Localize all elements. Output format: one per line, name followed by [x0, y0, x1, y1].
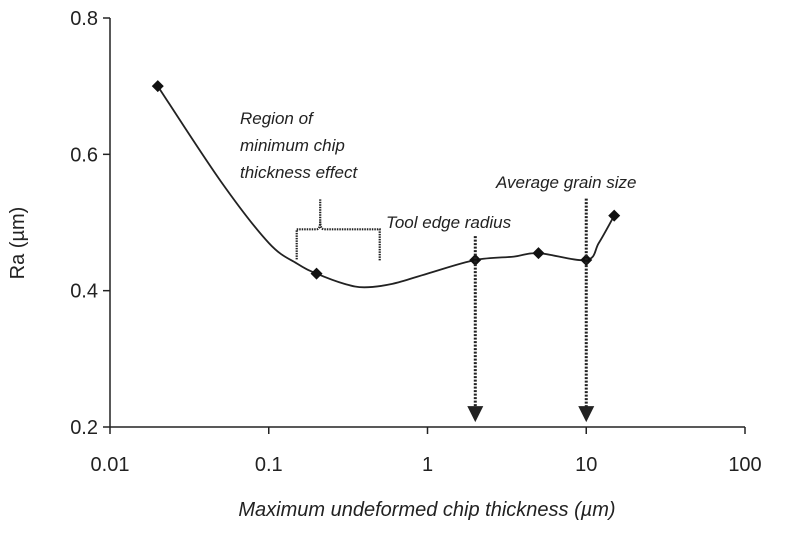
x-tick-label: 0.01 [91, 454, 130, 476]
y-tick-label: 0.2 [70, 417, 98, 439]
data-point-marker [532, 247, 545, 260]
tool-edge-label: Tool edge radius [386, 213, 512, 232]
data-point-markers [151, 80, 621, 280]
x-axis-ticks: 0.01 0.1 1 10 100 [91, 427, 762, 476]
ra-curve-line [157, 85, 615, 289]
region-label-line-1: Region of [240, 109, 315, 128]
grain-size-label: Average grain size [495, 173, 637, 192]
y-axis-ticks: 0.2 0.4 0.6 0.8 [70, 8, 110, 439]
x-tick-label: 0.1 [255, 454, 283, 476]
y-tick-label: 0.6 [70, 144, 98, 166]
tool-edge-arrow-head [467, 406, 484, 423]
data-point-marker [469, 253, 482, 266]
data-point-marker [608, 209, 621, 222]
data-point-marker [151, 80, 164, 93]
y-tick-label: 0.4 [70, 281, 98, 303]
y-axis-title: Ra (µm) [7, 207, 29, 280]
y-tick-label: 0.8 [70, 8, 98, 30]
region-bracket [295, 199, 381, 262]
x-tick-label: 10 [575, 454, 597, 476]
region-label-line-2: minimum chip [240, 136, 345, 155]
grain-size-arrow-head [578, 406, 595, 423]
data-point-marker [310, 267, 323, 280]
x-tick-label: 1 [422, 454, 433, 476]
region-label-line-3: thickness effect [240, 163, 358, 182]
x-tick-label: 100 [728, 454, 761, 476]
x-axis-title: Maximum undeformed chip thickness (µm) [238, 499, 615, 521]
